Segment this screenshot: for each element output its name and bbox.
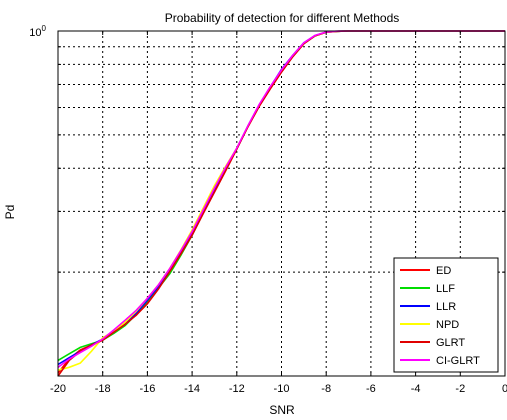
legend-label-llr: LLR (436, 301, 456, 313)
x-tick-label: -8 (321, 383, 331, 395)
legend-label-ed: ED (436, 265, 451, 277)
x-tick-label: -6 (366, 383, 376, 395)
y-tick-label: 100 (29, 24, 46, 39)
legend-label-llf: LLF (436, 283, 455, 295)
chart-title: Probability of detection for different M… (165, 11, 400, 25)
y-axis-label: Pd (3, 205, 17, 220)
legend-box (393, 257, 499, 373)
x-axis-label: SNR (269, 403, 295, 417)
x-tick-label: -16 (139, 383, 155, 395)
x-tick-label: -2 (455, 383, 465, 395)
x-tick-label: -14 (184, 383, 200, 395)
legend-label-npd: NPD (436, 319, 459, 331)
x-tick-label: -12 (229, 383, 245, 395)
x-tick-label: -18 (95, 383, 111, 395)
legend: ED LLF LLR NPD GLRT CI-GLRT (393, 257, 499, 373)
x-tick-label: -10 (274, 383, 290, 395)
x-tick-label: -20 (50, 383, 66, 395)
x-tick-label: 0 (502, 383, 507, 395)
legend-label-glrt: GLRT (436, 337, 465, 349)
legend-label-ci-glrt: CI-GLRT (436, 355, 480, 367)
x-tick-label: -4 (411, 383, 421, 395)
